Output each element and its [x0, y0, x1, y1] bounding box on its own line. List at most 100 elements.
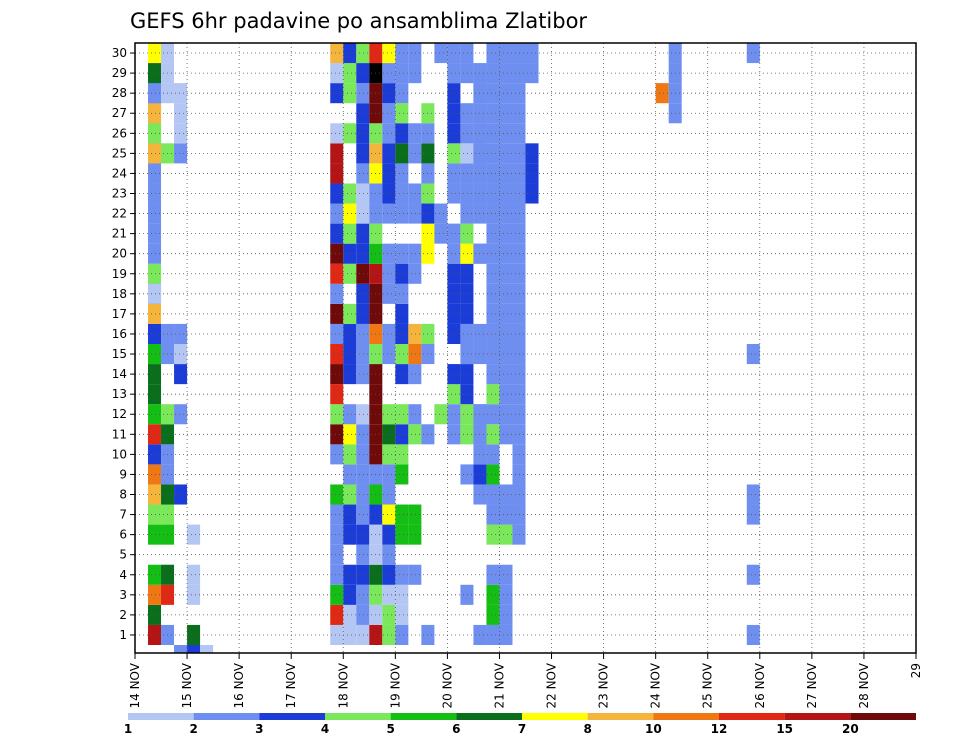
heatmap-cell: [460, 243, 474, 264]
heatmap-cell: [486, 584, 500, 605]
heatmap-cell: [395, 524, 409, 545]
heatmap-cell: [447, 283, 461, 304]
x-tick-label: 23 NOV: [597, 662, 611, 708]
heatmap-cell: [460, 263, 474, 284]
heatmap-cell: [499, 484, 513, 505]
heatmap-cell: [395, 584, 409, 605]
heatmap-cell: [499, 283, 513, 304]
heatmap-cell: [395, 364, 409, 385]
heatmap-cell: [382, 323, 396, 344]
heatmap-cell: [408, 63, 422, 84]
y-tick-label: 22: [112, 207, 127, 221]
heatmap-cell: [395, 283, 409, 304]
y-tick-label: 17: [112, 307, 127, 321]
colorbar-segment: [390, 713, 457, 720]
heatmap-cell: [148, 303, 162, 324]
heatmap-cell: [148, 323, 162, 344]
heatmap-cell: [330, 323, 344, 344]
heatmap-cell: [486, 364, 500, 385]
heatmap-cell: [447, 384, 461, 405]
heatmap-cell: [460, 43, 474, 64]
heatmap-cell: [343, 183, 357, 204]
heatmap-cell: [343, 444, 357, 465]
heatmap-cell: [148, 444, 162, 465]
heatmap-cell: [447, 404, 461, 425]
heatmap-cell: [148, 43, 162, 64]
heatmap-cell: [499, 584, 513, 605]
heatmap-cell: [486, 43, 500, 64]
heatmap-cell: [486, 203, 500, 224]
heatmap-cell: [499, 183, 513, 204]
heatmap-cell: [343, 564, 357, 585]
heatmap-cell: [356, 424, 370, 445]
heatmap-cell: [395, 163, 409, 184]
y-tick-label: 18: [112, 287, 127, 301]
heatmap-cell: [408, 564, 422, 585]
heatmap-cell: [395, 83, 409, 104]
heatmap-cell: [382, 404, 396, 425]
colorbar-segment: [128, 713, 194, 720]
heatmap-cell: [395, 63, 409, 84]
heatmap-cell: [395, 243, 409, 264]
heatmap-cell: [408, 243, 422, 264]
heatmap-cell: [486, 143, 500, 164]
heatmap-cell: [447, 183, 461, 204]
heatmap-cell: [460, 203, 474, 224]
heatmap-cell: [499, 43, 513, 64]
heatmap-cell: [486, 604, 500, 625]
heatmap-cell: [408, 504, 422, 525]
heatmap-cell: [343, 584, 357, 605]
heatmap-cell: [486, 344, 500, 365]
heatmap-cell: [434, 43, 448, 64]
x-tick-label: 21 NOV: [492, 662, 506, 708]
heatmap-cell: [356, 323, 370, 344]
heatmap-cell: [512, 404, 526, 425]
heatmap-cell: [187, 645, 201, 653]
heatmap-cell: [356, 344, 370, 365]
heatmap-cell: [174, 323, 188, 344]
heatmap-cell: [486, 63, 500, 84]
heatmap-cell: [499, 344, 513, 365]
heatmap-cell: [330, 63, 344, 84]
heatmap-cell: [382, 624, 396, 645]
heatmap-cell: [512, 384, 526, 405]
colorbar: 1 2 3 4 5 6 7 8 10 12 15 20: [124, 713, 916, 736]
heatmap-cell: [512, 103, 526, 124]
heatmap-cell: [512, 444, 526, 465]
heatmap-cell: [395, 203, 409, 224]
heatmap-cell: [486, 83, 500, 104]
heatmap-cell: [382, 283, 396, 304]
heatmap-cell: [395, 123, 409, 144]
heatmap-cell: [408, 424, 422, 445]
heatmap-cell: [174, 645, 188, 653]
heatmap-cell: [525, 143, 539, 164]
colorbar-label: 5: [386, 722, 394, 736]
heatmap-cell: [512, 243, 526, 264]
heatmap-cell: [148, 103, 162, 124]
heatmap-cell: [395, 504, 409, 525]
heatmap-cell: [330, 404, 344, 425]
heatmap-cell: [460, 163, 474, 184]
heatmap-cell: [356, 143, 370, 164]
heatmap-cell: [174, 344, 188, 365]
heatmap-cell: [408, 344, 422, 365]
colorbar-segment: [456, 713, 522, 720]
heatmap-cell: [746, 344, 760, 365]
heatmap-cell: [499, 263, 513, 284]
heatmap-cell: [499, 384, 513, 405]
x-tick-label: 24 NOV: [649, 662, 663, 708]
y-tick-label: 6: [119, 528, 127, 542]
heatmap-cell: [330, 564, 344, 585]
heatmap-cell: [356, 183, 370, 204]
heatmap-cell: [330, 384, 344, 405]
heatmap-cell: [148, 203, 162, 224]
heatmap-cell: [148, 404, 162, 425]
heatmap-cell: [395, 344, 409, 365]
x-tick-label: 22 NOV: [545, 662, 559, 708]
heatmap-cell: [408, 524, 422, 545]
y-tick-label: 28: [112, 86, 127, 100]
y-tick-label: 29: [112, 66, 127, 80]
y-tick-label: 12: [112, 407, 127, 421]
x-tick-label: 27 NOV: [805, 662, 819, 708]
heatmap-cell: [408, 203, 422, 224]
